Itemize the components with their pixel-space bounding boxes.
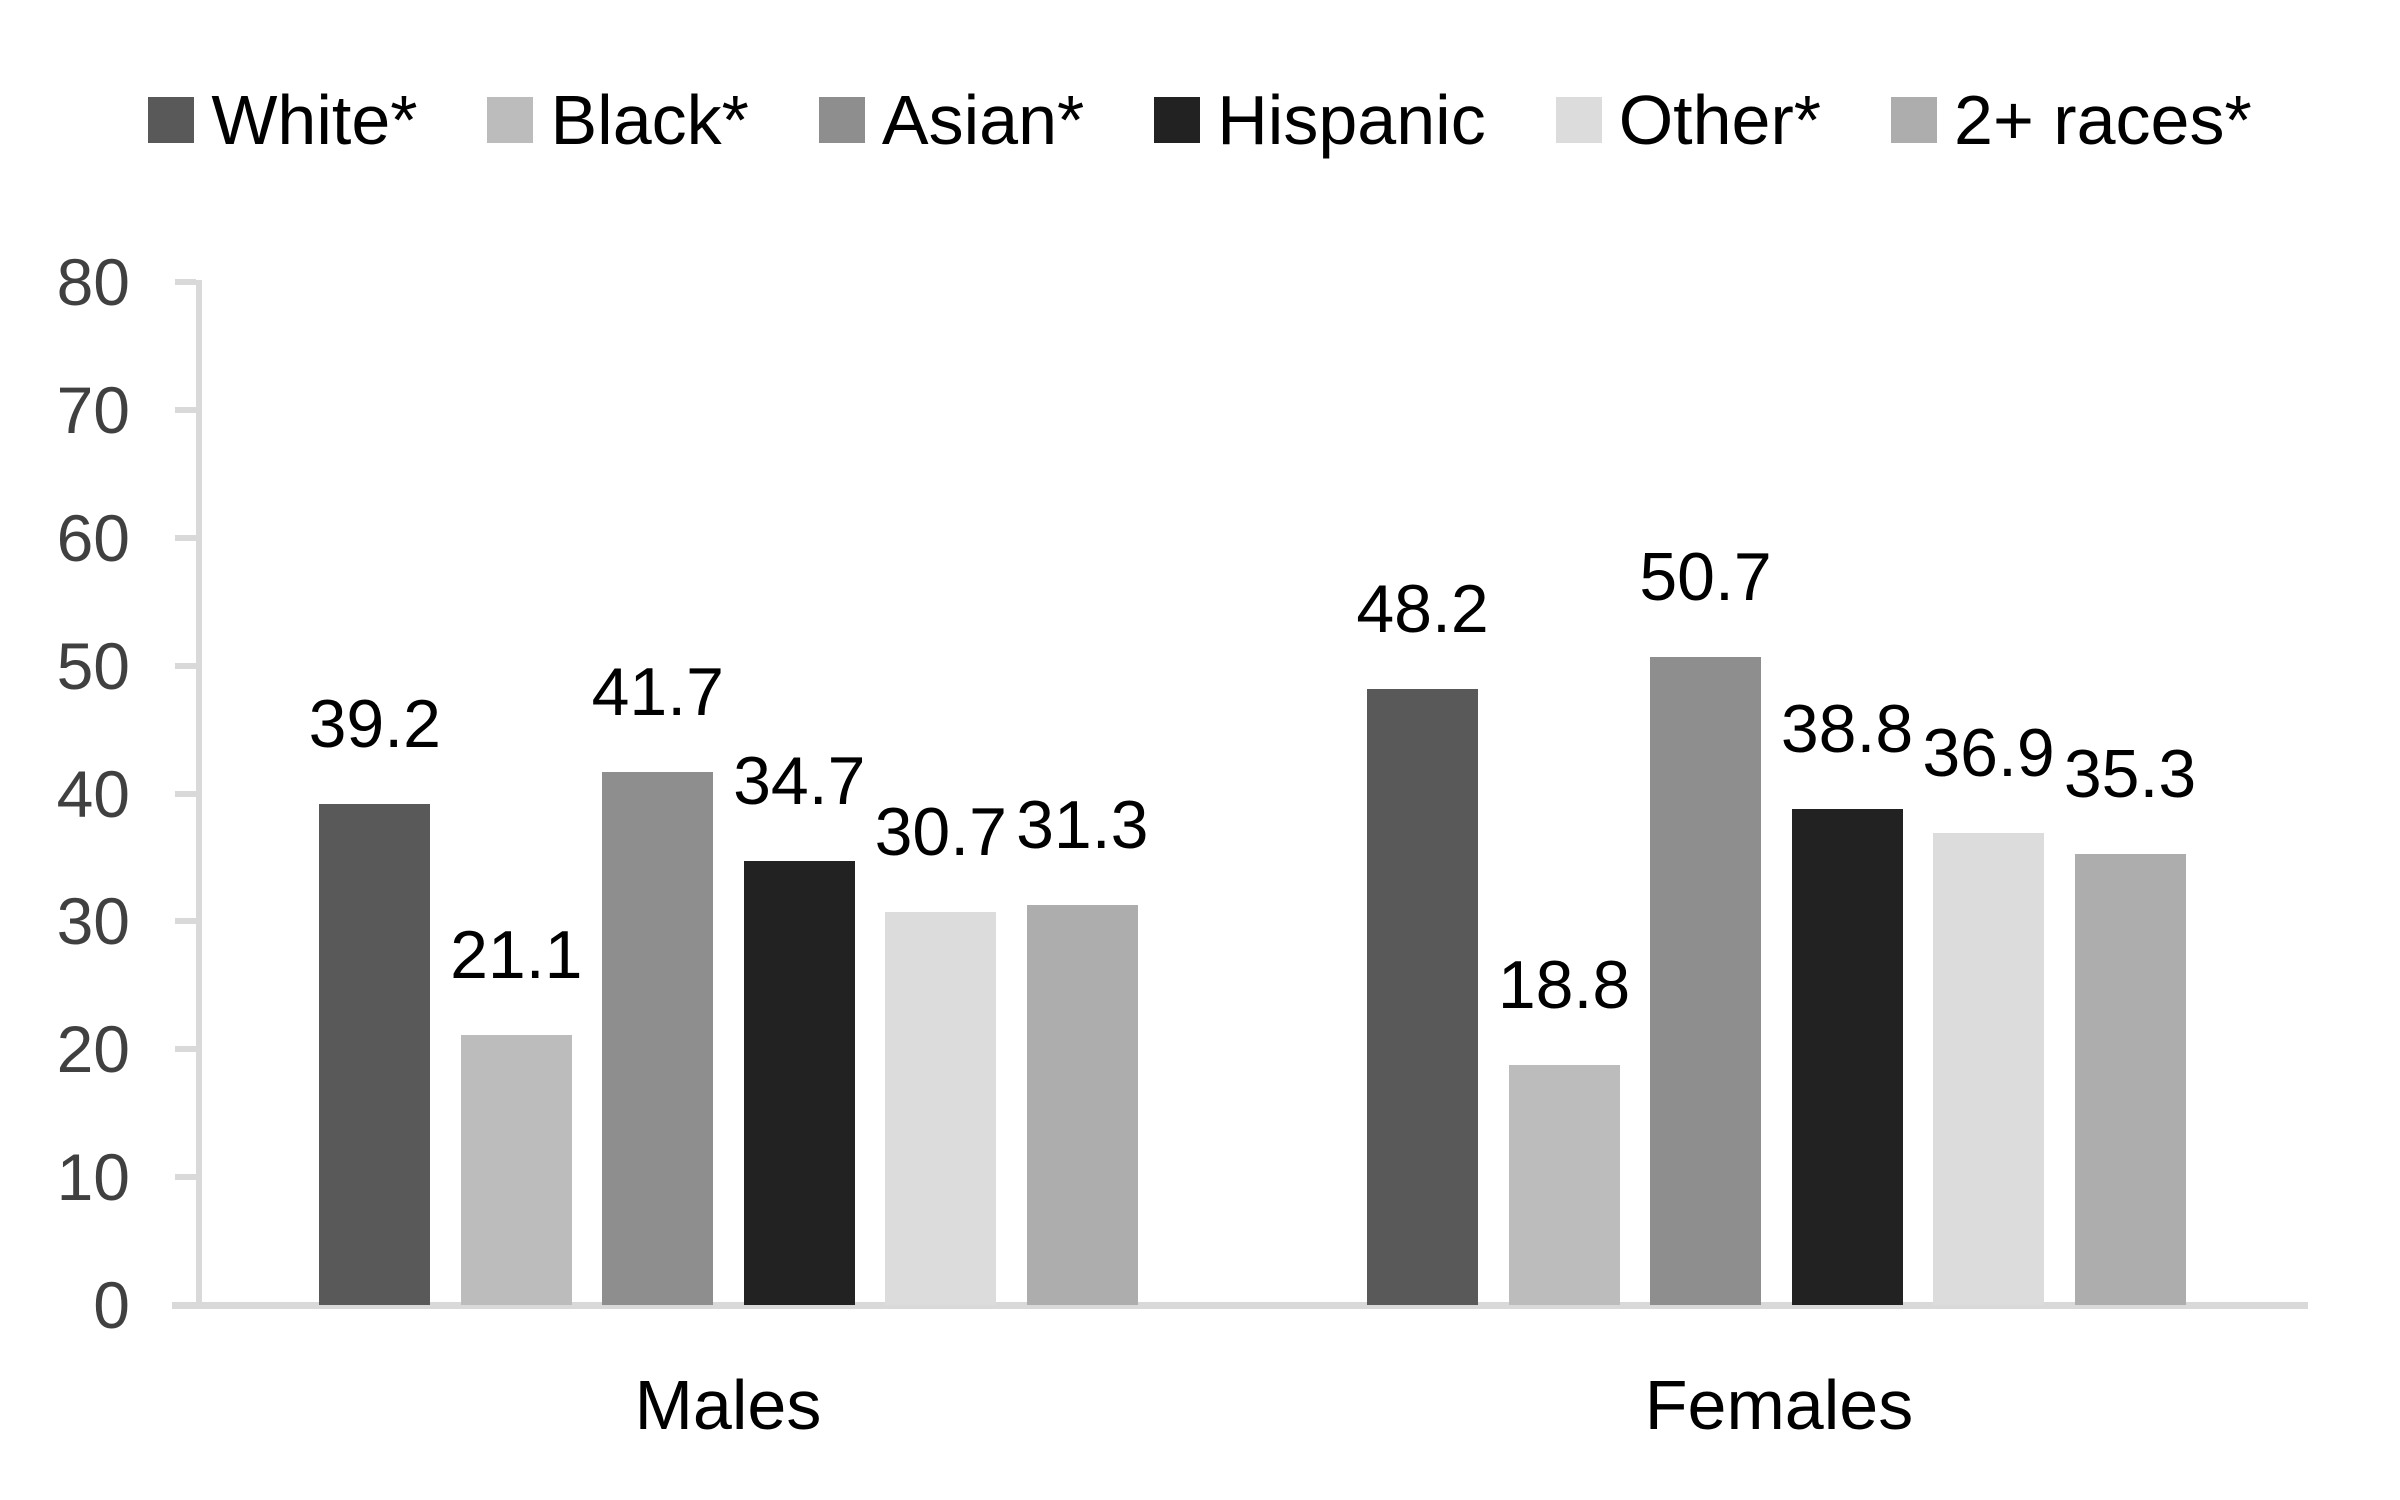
bar-value-label: 30.7 [874,794,1007,871]
legend-item: Hispanic [1154,81,1486,159]
legend-swatch-icon [818,97,865,143]
bar [2074,853,2186,1305]
category-label-males: Males [634,1366,822,1444]
legend-label: Other* [1618,81,1822,159]
legend-item: 2+ races* [1891,85,2252,155]
y-tick [175,1046,196,1053]
legend-item: White* [148,85,417,155]
legend-swatch-icon [1154,97,1201,143]
y-tick-label: 0 [93,1268,130,1342]
bar-value-label: 21.1 [450,917,583,994]
y-axis-line [196,280,202,1305]
y-tick-label: 30 [56,884,130,959]
legend-label: 2+ races* [1954,81,2252,159]
y-tick [175,918,196,925]
y-tick [175,1174,196,1181]
bar [1791,808,1903,1305]
legend-label: Hispanic [1217,81,1486,159]
bar-value-label: 50.7 [1639,538,1772,615]
legend-swatch-icon [487,97,534,143]
y-tick-label: 20 [56,1012,130,1087]
y-tick-label: 70 [56,372,130,447]
bar [1508,1064,1620,1305]
bar-value-label: 41.7 [591,653,724,730]
bar [1933,833,2044,1305]
y-tick-label: 50 [56,628,130,703]
y-tick-label: 60 [56,500,130,575]
bar [1026,904,1138,1305]
bar-value-label: 48.2 [1356,570,1489,647]
bar-value-label: 31.3 [1016,786,1149,863]
bar [460,1035,572,1305]
legend-item: Black* [487,81,749,159]
bar-value-label: 38.8 [1780,690,1914,767]
legend-swatch-icon [148,97,195,143]
bar [885,912,997,1305]
legend-swatch-icon [1891,97,1938,143]
bar-value-label: 39.2 [308,685,441,762]
y-tick [175,662,196,669]
bar [602,771,714,1305]
legend-label: White* [211,81,418,159]
legend: White* Black* Asian* Hispanic Other* 2+ races… [0,85,2400,155]
y-tick-label: 80 [56,245,130,319]
bar-value-label: 36.9 [1922,715,2055,792]
legend-label: Black* [550,81,749,159]
y-tick [175,406,196,413]
y-tick [175,534,196,541]
y-tick-label: 40 [56,756,130,831]
x-axis-line [172,1302,2308,1309]
legend-label: Asian* [881,81,1085,159]
bar [743,861,855,1305]
bar [1367,688,1478,1305]
bar-value-label: 34.7 [733,743,866,820]
y-tick [175,279,196,285]
y-tick [175,790,196,797]
bar-value-label: 35.3 [2063,735,2197,812]
bar-value-label: 18.8 [1497,946,1631,1023]
y-tick-label: 10 [56,1140,130,1215]
bar [1650,656,1761,1305]
legend-item: Asian* [818,81,1085,159]
legend-item: Other* [1555,81,1822,159]
bar [319,803,431,1305]
category-label-females: Females [1644,1366,1914,1444]
legend-swatch-icon [1555,97,1602,143]
